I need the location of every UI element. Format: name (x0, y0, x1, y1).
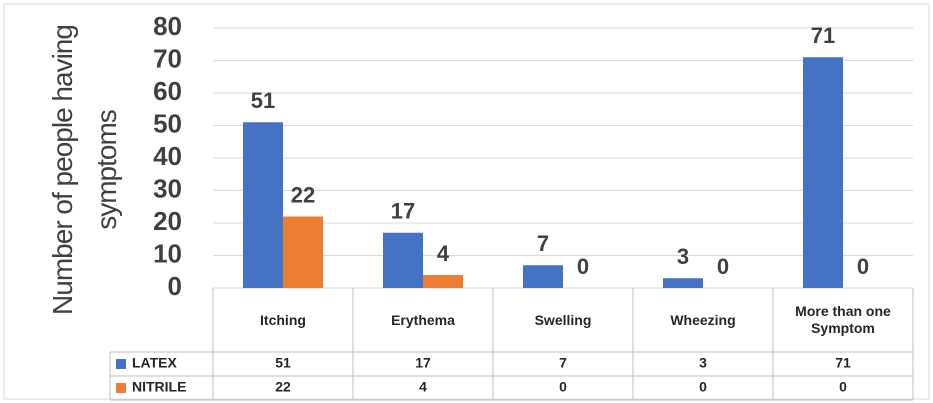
data-label: 3 (677, 244, 689, 269)
x-tick-label: Swelling (534, 311, 592, 328)
x-tick-label-box: Swelling (534, 311, 592, 328)
x-tick-label-box: Itching (260, 311, 306, 328)
x-tick-label-box: More than one Symptom (795, 303, 891, 336)
x-tick-label: Wheezing (670, 311, 736, 328)
x-tick-label: Erythema (391, 311, 455, 328)
bar (423, 275, 463, 288)
y-tick-label: 80 (153, 11, 182, 41)
data-label: 71 (811, 23, 835, 48)
bar (383, 232, 423, 288)
table-value: 0 (839, 379, 847, 395)
table-value: 4 (419, 379, 427, 395)
table-value: 7 (559, 355, 567, 371)
x-tick-label: More than one Symptom (795, 303, 891, 336)
legend-key (116, 359, 126, 369)
x-tick-label-box: Wheezing (670, 311, 736, 328)
table-value: 17 (415, 355, 431, 371)
data-label: 7 (537, 231, 549, 256)
bar (523, 265, 563, 288)
table-value: 71 (835, 355, 851, 371)
legend-label: NITRILE (132, 379, 186, 395)
table-value: 0 (699, 379, 707, 395)
data-label: 51 (251, 88, 275, 113)
data-label: 0 (857, 254, 869, 279)
table-value: 3 (699, 355, 707, 371)
y-axis-label: Number of people having symptoms (47, 25, 122, 315)
bar (803, 57, 843, 288)
y-tick-label: 70 (153, 43, 182, 73)
data-label: 4 (437, 241, 450, 266)
y-tick-label: 40 (153, 141, 182, 171)
bar (283, 216, 323, 288)
frame (3, 3, 930, 400)
legend-label: LATEX (132, 355, 178, 371)
data-label: 17 (391, 199, 415, 224)
table-value: 22 (275, 379, 291, 395)
bar (243, 122, 283, 288)
table-value: 51 (275, 355, 291, 371)
y-tick-label: 50 (153, 108, 182, 138)
x-tick-label: Itching (260, 311, 306, 328)
data-label: 22 (291, 182, 315, 207)
data-label: 0 (717, 254, 729, 279)
y-tick-label: 0 (168, 271, 182, 301)
y-tick-label: 30 (153, 173, 182, 203)
data-label: 0 (577, 254, 589, 279)
y-tick-label: 10 (153, 238, 182, 268)
bar (663, 278, 703, 288)
y-tick-label: 20 (153, 206, 182, 236)
x-tick-label-box: Erythema (391, 311, 455, 328)
table-value: 0 (559, 379, 567, 395)
y-tick-label: 60 (153, 76, 182, 106)
legend-key (116, 383, 126, 393)
